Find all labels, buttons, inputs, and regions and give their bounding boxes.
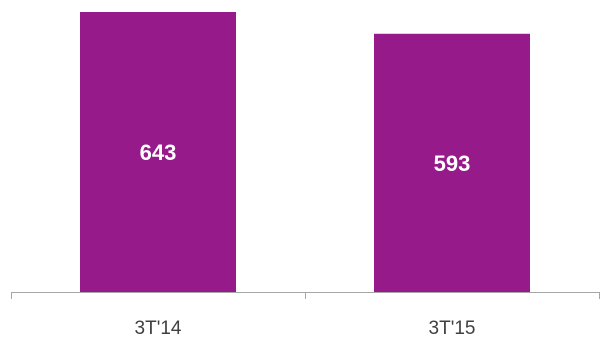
bars-layer — [80, 12, 530, 292]
bar-1 — [80, 12, 236, 292]
x-axis — [11, 292, 600, 299]
bar-value-label-2: 593 — [434, 151, 471, 176]
x-tick-label-1: 3T'14 — [135, 318, 182, 338]
bar-value-label-1: 643 — [140, 140, 177, 165]
bar-2 — [374, 33, 530, 292]
x-tick-label-2: 3T'15 — [429, 318, 476, 338]
labels-layer: 643 3T'14 593 3T'15 — [135, 140, 476, 338]
